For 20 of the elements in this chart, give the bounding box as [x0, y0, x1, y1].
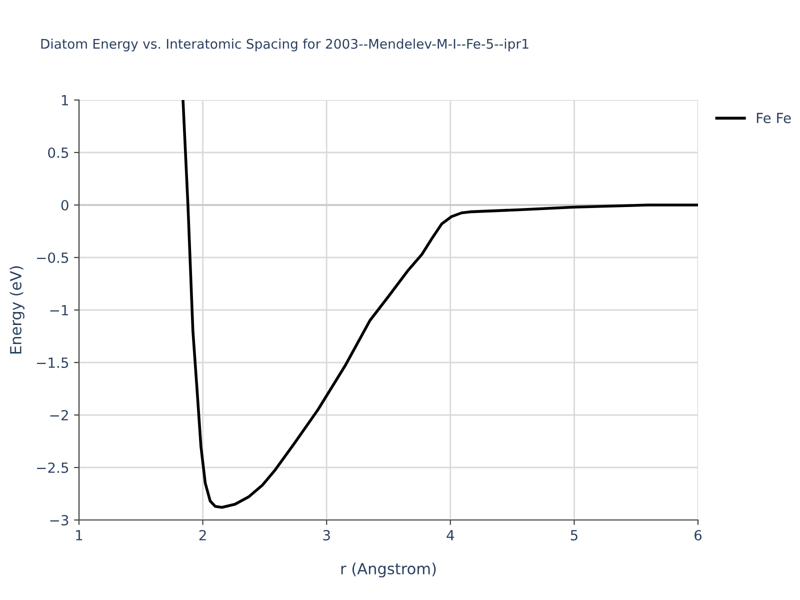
line-series — [182, 100, 698, 509]
y-tick-label: −0.5 — [37, 252, 68, 263]
y-tick-label: −2.5 — [37, 462, 68, 473]
y-tick-label: −1 — [50, 305, 68, 316]
chart-title: Diatom Energy vs. Interatomic Spacing for 2003--Mendelev-M-I--Fe-5--ipr1 — [41, 38, 528, 52]
x-tick-label: 4 — [446, 530, 454, 540]
x-tick-label: 2 — [199, 530, 206, 540]
y-axis-title: Energy (eV) — [10, 266, 24, 354]
y-tick-label: 0 — [61, 200, 68, 210]
y-tick-label: 1 — [62, 95, 68, 106]
y-tick-label: −1.5 — [37, 358, 68, 368]
x-tick-label: 5 — [570, 530, 578, 540]
x-tick-label: 1 — [76, 530, 82, 540]
y-tick-label: −3 — [50, 514, 68, 526]
x-tick-label: 6 — [694, 530, 702, 540]
y-tick-label: −2 — [50, 410, 68, 420]
x-tick-label: 3 — [323, 530, 330, 540]
y-tick-label: 0.5 — [48, 147, 68, 158]
legend-label: Fe Fe — [756, 112, 791, 124]
x-axis-title: r (Angstrom) — [341, 562, 436, 578]
